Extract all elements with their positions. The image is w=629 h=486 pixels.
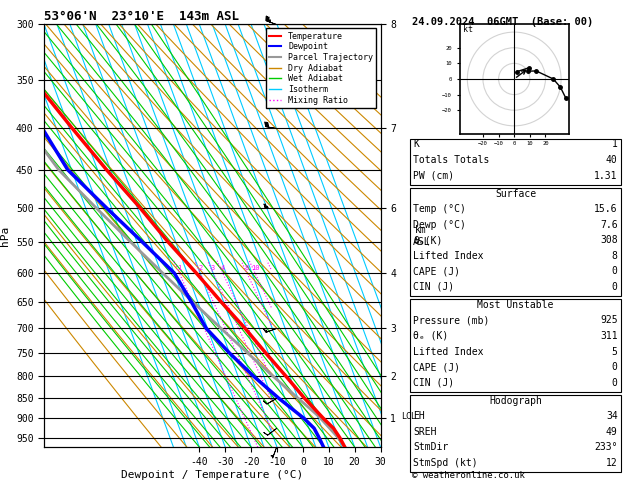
Text: Dewp (°C): Dewp (°C) bbox=[413, 220, 466, 230]
Text: θₑ (K): θₑ (K) bbox=[413, 331, 448, 341]
Text: 15.6: 15.6 bbox=[594, 204, 618, 214]
Text: CIN (J): CIN (J) bbox=[413, 378, 454, 388]
Text: Pressure (mb): Pressure (mb) bbox=[413, 315, 489, 326]
Text: 3: 3 bbox=[211, 265, 215, 271]
Text: Totals Totals: Totals Totals bbox=[413, 155, 489, 165]
Text: 1: 1 bbox=[612, 139, 618, 150]
Text: 925: 925 bbox=[600, 315, 618, 326]
Text: CIN (J): CIN (J) bbox=[413, 282, 454, 292]
Text: Surface: Surface bbox=[495, 189, 536, 199]
Text: Temp (°C): Temp (°C) bbox=[413, 204, 466, 214]
Text: 8: 8 bbox=[245, 265, 249, 271]
Text: 2: 2 bbox=[198, 265, 203, 271]
Text: 8: 8 bbox=[612, 251, 618, 261]
Text: 0: 0 bbox=[612, 266, 618, 277]
Text: 1.31: 1.31 bbox=[594, 171, 618, 181]
Y-axis label: km
ASL: km ASL bbox=[413, 225, 430, 246]
Text: Most Unstable: Most Unstable bbox=[477, 300, 554, 310]
Text: kt: kt bbox=[463, 25, 472, 34]
Text: 7.6: 7.6 bbox=[600, 220, 618, 230]
Text: © weatheronline.co.uk: © weatheronline.co.uk bbox=[412, 471, 525, 480]
Text: 0: 0 bbox=[612, 282, 618, 292]
Text: 0: 0 bbox=[612, 362, 618, 372]
Text: CAPE (J): CAPE (J) bbox=[413, 362, 460, 372]
Text: 24.09.2024  06GMT  (Base: 00): 24.09.2024 06GMT (Base: 00) bbox=[412, 17, 593, 27]
Y-axis label: hPa: hPa bbox=[1, 226, 11, 246]
Text: 10: 10 bbox=[251, 265, 259, 271]
Text: 49: 49 bbox=[606, 427, 618, 437]
X-axis label: Dewpoint / Temperature (°C): Dewpoint / Temperature (°C) bbox=[121, 469, 303, 480]
Text: LCL: LCL bbox=[401, 412, 416, 421]
Text: SREH: SREH bbox=[413, 427, 437, 437]
Text: 308: 308 bbox=[600, 235, 618, 245]
Text: StmDir: StmDir bbox=[413, 442, 448, 452]
Text: Lifted Index: Lifted Index bbox=[413, 251, 484, 261]
Text: θₑ(K): θₑ(K) bbox=[413, 235, 443, 245]
Text: 5: 5 bbox=[612, 347, 618, 357]
Text: 233°: 233° bbox=[594, 442, 618, 452]
Text: EH: EH bbox=[413, 411, 425, 421]
Text: 1: 1 bbox=[177, 265, 181, 271]
Text: PW (cm): PW (cm) bbox=[413, 171, 454, 181]
Text: 34: 34 bbox=[606, 411, 618, 421]
Text: 53°06'N  23°10'E  143m ASL: 53°06'N 23°10'E 143m ASL bbox=[44, 10, 239, 23]
Text: K: K bbox=[413, 139, 419, 150]
Text: CAPE (J): CAPE (J) bbox=[413, 266, 460, 277]
Text: 12: 12 bbox=[606, 458, 618, 468]
Text: StmSpd (kt): StmSpd (kt) bbox=[413, 458, 478, 468]
Text: 40: 40 bbox=[606, 155, 618, 165]
Text: Lifted Index: Lifted Index bbox=[413, 347, 484, 357]
Legend: Temperature, Dewpoint, Parcel Trajectory, Dry Adiabat, Wet Adiabat, Isotherm, Mi: Temperature, Dewpoint, Parcel Trajectory… bbox=[265, 29, 376, 108]
Text: 4: 4 bbox=[221, 265, 225, 271]
Text: 311: 311 bbox=[600, 331, 618, 341]
Text: 0: 0 bbox=[612, 378, 618, 388]
Text: Hodograph: Hodograph bbox=[489, 396, 542, 406]
